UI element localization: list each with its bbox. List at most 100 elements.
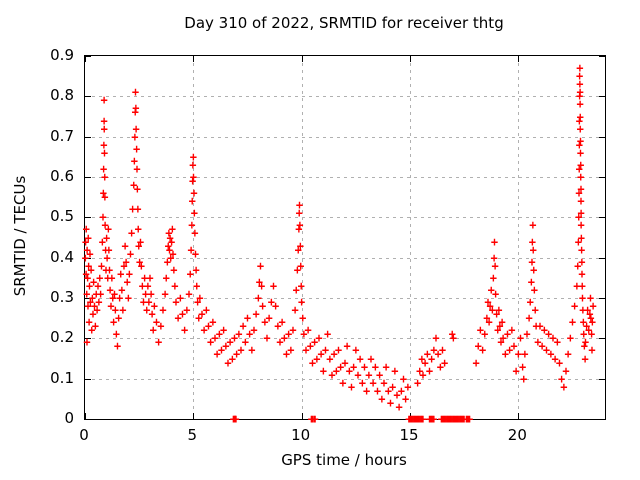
x-tick-mark	[301, 56, 303, 62]
data-point: +	[114, 311, 123, 326]
data-point: +	[190, 206, 199, 221]
data-point: +	[100, 93, 108, 108]
data-point: +	[441, 412, 449, 426]
data-point: +	[302, 343, 310, 358]
data-point: +	[149, 323, 157, 338]
data-point: +	[417, 412, 425, 426]
data-point: +	[101, 190, 109, 205]
x-gridline	[193, 56, 195, 419]
y-tick-mark	[599, 177, 605, 178]
data-point: +	[465, 412, 474, 426]
data-point: +	[481, 327, 489, 342]
data-point: +	[512, 363, 520, 378]
data-point: +	[172, 295, 180, 310]
data-point: +	[98, 234, 106, 249]
data-point: +	[241, 335, 249, 350]
data-point: +	[330, 347, 338, 362]
data-point: +	[133, 182, 142, 197]
data-point: +	[132, 101, 140, 116]
data-point: +	[248, 343, 256, 358]
data-point: +	[146, 270, 154, 285]
x-gridline	[410, 56, 411, 419]
data-point: +	[343, 339, 351, 354]
data-point: +	[444, 412, 452, 426]
data-point: +	[144, 278, 152, 293]
data-point: +	[166, 230, 174, 245]
data-point: +	[531, 303, 539, 318]
data-point: +	[111, 303, 119, 318]
x-tick-mark	[85, 56, 86, 62]
data-point: +	[408, 412, 416, 426]
data-point: +	[586, 291, 595, 305]
data-point: +	[274, 319, 282, 334]
data-point: +	[88, 291, 96, 305]
data-point: +	[576, 61, 584, 76]
data-point: +	[299, 311, 307, 326]
data-point: +	[437, 412, 446, 426]
data-point: +	[209, 315, 217, 330]
data-point: +	[490, 234, 499, 249]
data-point: +	[99, 210, 107, 225]
data-point: +	[575, 186, 583, 201]
y-gridline	[85, 177, 605, 178]
data-point: +	[454, 412, 462, 426]
y-tick-label: 0.2	[50, 328, 74, 347]
data-point: +	[88, 323, 96, 338]
data-point: +	[369, 375, 377, 390]
data-point: +	[231, 412, 239, 426]
data-point: +	[498, 315, 506, 330]
data-point: +	[508, 323, 516, 338]
x-tick-label: 10	[291, 426, 311, 444]
data-point: +	[334, 343, 343, 358]
y-tick-mark	[85, 177, 91, 178]
data-point: +	[430, 412, 438, 426]
data-point: +	[170, 262, 178, 277]
data-point: +	[96, 286, 105, 301]
data-point: +	[101, 170, 109, 184]
data-point: +	[441, 355, 449, 370]
data-point: +	[536, 319, 544, 334]
data-point: +	[131, 85, 140, 100]
data-point: +	[423, 347, 431, 362]
data-point: +	[520, 371, 528, 386]
y-tick-mark	[599, 298, 605, 299]
data-point: +	[445, 412, 453, 426]
data-point: +	[577, 182, 585, 197]
data-point: +	[193, 278, 201, 293]
data-point: +	[510, 339, 518, 354]
data-point: +	[438, 343, 447, 358]
data-point: +	[363, 383, 371, 398]
x-axis-label: GPS time / hours	[281, 451, 407, 469]
y-tick-mark	[599, 217, 605, 219]
data-point: +	[140, 270, 149, 285]
data-point: +	[526, 295, 534, 310]
data-point: +	[558, 371, 566, 386]
data-point: +	[418, 412, 426, 426]
data-point: +	[106, 282, 114, 297]
y-tick-mark	[599, 136, 605, 138]
data-point: +	[439, 412, 448, 426]
data-point: +	[231, 412, 239, 426]
data-point: +	[297, 258, 305, 273]
data-point: +	[100, 137, 108, 152]
data-point: +	[447, 412, 455, 426]
data-point: +	[328, 367, 336, 382]
data-point: +	[549, 331, 557, 346]
y-tick-mark	[599, 96, 605, 98]
data-point: +	[352, 343, 360, 358]
data-point: +	[261, 315, 269, 330]
data-point: +	[83, 335, 91, 350]
data-point: +	[119, 303, 127, 318]
data-point: +	[295, 206, 303, 221]
data-point: +	[250, 323, 258, 338]
data-point: +	[491, 258, 499, 273]
data-point: +	[540, 323, 548, 338]
data-point: +	[311, 335, 319, 350]
data-point: +	[411, 412, 420, 426]
data-point: +	[120, 258, 128, 273]
data-point: +	[547, 347, 555, 362]
data-point: +	[239, 319, 247, 334]
data-point: +	[105, 262, 114, 277]
data-point: +	[169, 246, 177, 261]
data-point: +	[376, 367, 384, 382]
